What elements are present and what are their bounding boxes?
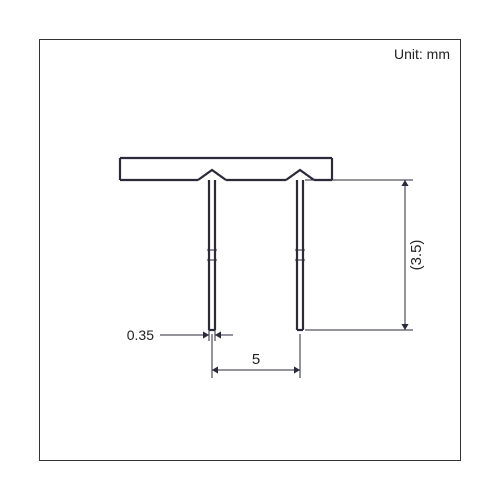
dim-length-label: (3.5): [408, 240, 425, 271]
dim-thickness-label: 0.35: [127, 327, 154, 343]
unit-label: Unit: mm: [394, 46, 450, 62]
drawing-frame: Unit: mm 5 (3.5) 0.35: [39, 39, 461, 461]
dim-spacing-label: 5: [252, 351, 260, 368]
technical-drawing: 5 (3.5) 0.35: [40, 40, 460, 460]
